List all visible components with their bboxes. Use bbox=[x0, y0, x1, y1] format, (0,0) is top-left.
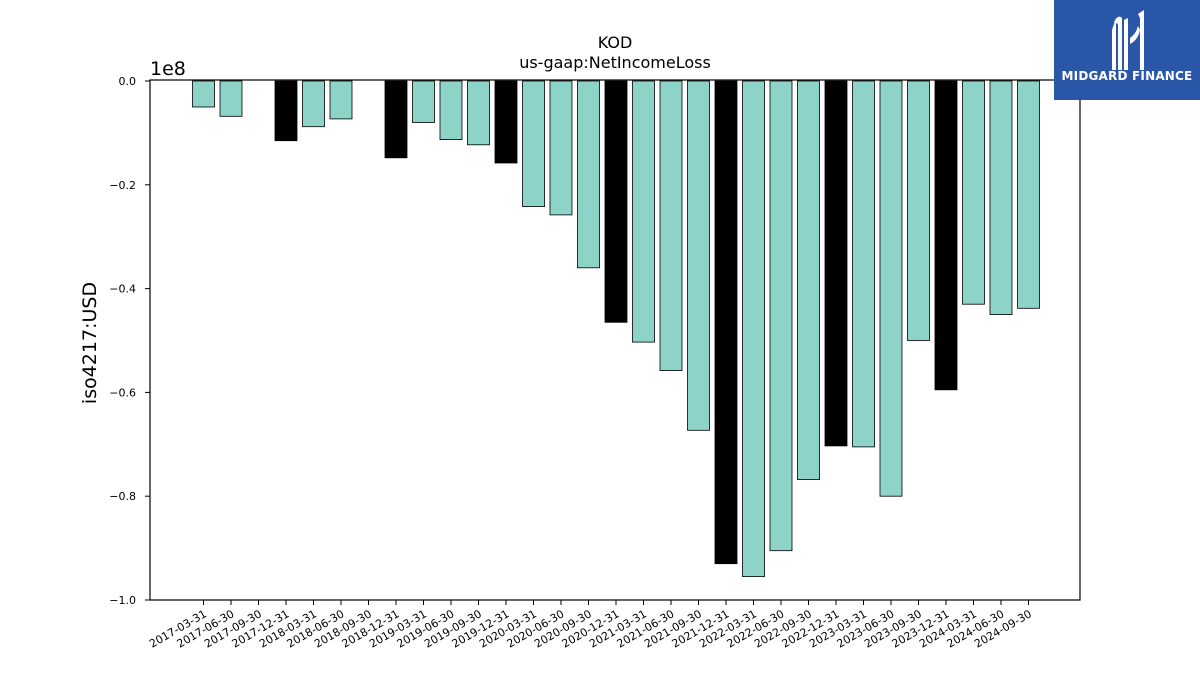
bar-2023-12-31 bbox=[934, 80, 958, 391]
bar-2020-12-31 bbox=[604, 80, 628, 323]
bar-2021-03-31 bbox=[632, 80, 655, 343]
bar-2022-03-31 bbox=[742, 80, 765, 578]
x-axis: 2017-03-312017-06-302017-09-302017-12-31… bbox=[147, 600, 1034, 651]
bar-2019-12-31 bbox=[494, 80, 518, 164]
bars-group bbox=[192, 80, 1040, 578]
bar-2017-06-30 bbox=[219, 80, 243, 117]
bar-2023-06-30 bbox=[879, 80, 903, 497]
bar-2022-06-30 bbox=[769, 80, 793, 552]
bar-2021-12-31 bbox=[714, 80, 738, 565]
bar-2024-06-30 bbox=[989, 80, 1013, 316]
bar-2020-06-30 bbox=[549, 80, 573, 216]
bar-2021-06-30 bbox=[659, 80, 683, 372]
logo-text: MIDGARD FINANCE bbox=[1061, 69, 1193, 83]
y-tick-label: 0.0 bbox=[119, 75, 137, 88]
bar-2017-03-31 bbox=[192, 80, 215, 108]
bar-2019-03-31 bbox=[412, 80, 435, 123]
bar-2020-03-31 bbox=[522, 80, 545, 207]
bar-2023-09-30 bbox=[907, 80, 930, 341]
y-offset-text: 1e8 bbox=[150, 58, 186, 80]
bar-2023-03-31 bbox=[852, 80, 875, 448]
bar-2022-09-30 bbox=[797, 80, 820, 481]
y-tick-label: −1.0 bbox=[109, 594, 136, 607]
y-tick-label: −0.4 bbox=[109, 283, 136, 296]
midgard-logo-icon bbox=[1112, 10, 1144, 70]
y-tick-label: −0.8 bbox=[109, 490, 136, 503]
bar-2019-09-30 bbox=[467, 80, 490, 146]
bar-2020-09-30 bbox=[577, 80, 600, 269]
bar-2021-09-30 bbox=[687, 80, 710, 431]
bar-2017-12-31 bbox=[274, 80, 298, 142]
midgard-finance-logo: MIDGARD FINANCE bbox=[1054, 0, 1200, 100]
y-axis: 0.0 −0.2 −0.4 −0.6 −0.8 −1.0 bbox=[109, 75, 150, 607]
y-tick-label: −0.6 bbox=[109, 386, 136, 399]
bar-2018-03-31 bbox=[302, 80, 325, 128]
bar-2022-12-31 bbox=[824, 80, 848, 447]
chart-title: KOD bbox=[598, 33, 633, 52]
bar-2019-06-30 bbox=[439, 80, 463, 140]
bar-2018-06-30 bbox=[329, 80, 353, 120]
chart-subtitle: us-gaap:NetIncomeLoss bbox=[519, 53, 711, 72]
plot-frame bbox=[149, 79, 1081, 601]
y-tick-label: −0.2 bbox=[109, 179, 136, 192]
y-axis-label: iso4217:USD bbox=[79, 282, 101, 404]
bar-2018-12-31 bbox=[384, 80, 408, 159]
bar-2024-09-30 bbox=[1017, 80, 1040, 309]
bar-2024-03-31 bbox=[962, 80, 985, 305]
